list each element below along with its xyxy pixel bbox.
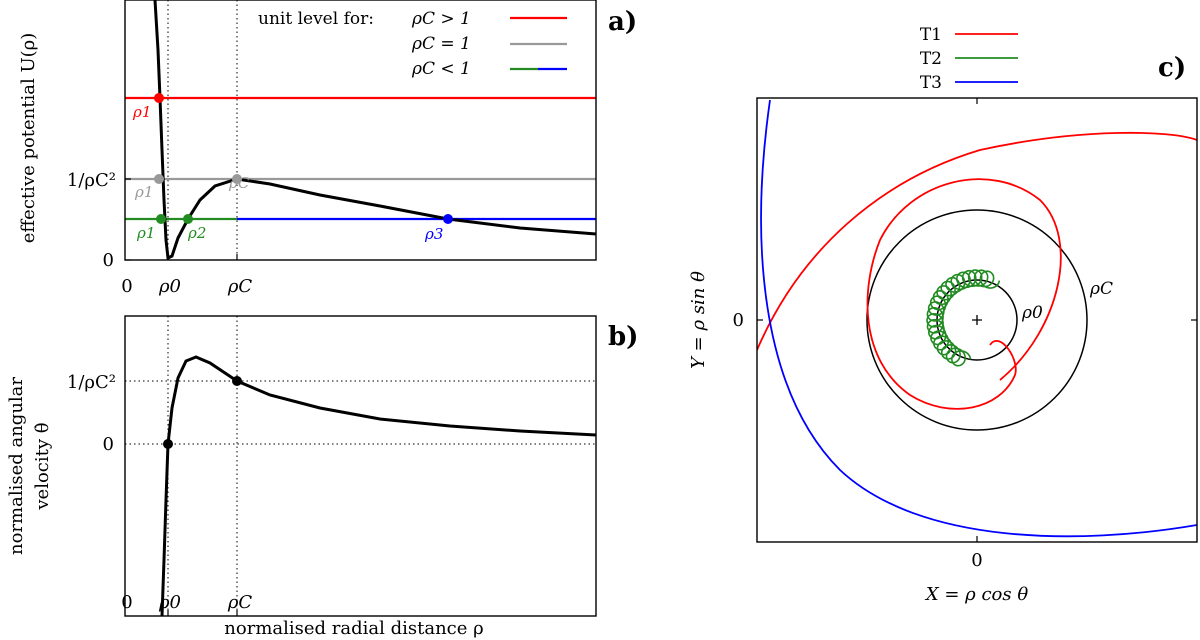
panel-label-a: a) bbox=[608, 7, 637, 37]
b-ytick-0: 0 bbox=[103, 434, 114, 455]
trajectory-t3 bbox=[760, 99, 1197, 538]
label-gray-rho1: ρ1 bbox=[134, 183, 153, 201]
angular-velocity-curve bbox=[160, 355, 596, 616]
legend-a-title: unit level for: bbox=[258, 9, 374, 29]
a-ytick-1: 1/ρC² bbox=[67, 170, 116, 191]
c-xtick-0: 0 bbox=[971, 550, 982, 571]
panel-c: ρ0 ρC 0 0 X = ρ cos θ Y = ρ sin θ T1 T2 … bbox=[688, 25, 1198, 605]
b-ylabel-line2: velocity θ̇ bbox=[32, 422, 53, 510]
panel-a: ρ1 ρ1 ρC ρ1 ρ2 ρ3 unit level for: ρC > 1… bbox=[18, 0, 637, 297]
label-green-rho1: ρ1 bbox=[136, 224, 155, 242]
c-ytick-0: 0 bbox=[733, 310, 744, 331]
point-green-rho2 bbox=[183, 214, 193, 224]
a-xtick-2: ρC bbox=[227, 276, 253, 297]
trajectory-t1 bbox=[757, 131, 1197, 410]
label-red-rho1: ρ1 bbox=[132, 103, 151, 121]
point-blue-rho3 bbox=[443, 214, 453, 224]
trajectory-t2-path bbox=[926, 269, 1001, 367]
legend-a-entry-1: ρC > 1 bbox=[411, 9, 471, 29]
c-circle-label-rho0: ρ0 bbox=[1021, 303, 1043, 323]
c-ylabel: Y = ρ sin θ bbox=[688, 271, 709, 369]
legend-c-entry-1: T1 bbox=[920, 25, 942, 45]
legend-c: T1 T2 T3 bbox=[920, 25, 1018, 93]
c-xlabel: X = ρ cos θ bbox=[924, 584, 1029, 605]
trajectory-t2 bbox=[926, 269, 1001, 367]
legend-a: unit level for: ρC > 1 ρC = 1 ρC < 1 bbox=[258, 9, 567, 79]
a-ylabel: effective potential U(ρ) bbox=[18, 33, 39, 244]
a-xtick-0: 0 bbox=[121, 276, 132, 297]
b-xtick-2: ρC bbox=[227, 592, 253, 613]
b-xtick-0: 0 bbox=[121, 592, 132, 613]
b-xlabel: normalised radial distance ρ bbox=[224, 618, 483, 639]
a-xtick-1: ρ0 bbox=[158, 276, 181, 297]
point-gray-rhoC bbox=[232, 174, 242, 184]
c-circle-label-rhoC: ρC bbox=[1089, 279, 1113, 299]
legend-a-entry-3: ρC < 1 bbox=[411, 59, 471, 79]
panel-b: 0 1/ρC² 0 ρ0 ρC normalised radial distan… bbox=[6, 315, 638, 639]
b-xtick-1: ρ0 bbox=[158, 592, 181, 613]
legend-a-entry-2: ρC = 1 bbox=[411, 34, 471, 54]
b-ylabel-line1: normalised angular bbox=[6, 377, 27, 555]
axes-frame-a bbox=[124, 0, 597, 261]
label-green-rho2: ρ2 bbox=[187, 224, 206, 242]
point-b-rhoC bbox=[232, 376, 242, 386]
legend-c-entry-3: T3 bbox=[920, 73, 942, 93]
point-green-rho1 bbox=[156, 214, 166, 224]
axes-frame-b bbox=[124, 315, 597, 617]
panel-label-b: b) bbox=[608, 322, 638, 352]
point-gray-rho1 bbox=[154, 174, 164, 184]
a-ytick-0: 0 bbox=[103, 250, 114, 271]
legend-c-entry-2: T2 bbox=[920, 49, 942, 69]
label-blue-rho3: ρ3 bbox=[424, 225, 443, 243]
label-gray-rhoC: ρC bbox=[228, 174, 250, 192]
panel-label-c: c) bbox=[1158, 53, 1186, 83]
point-b-rho0 bbox=[163, 439, 173, 449]
circle-rhoC bbox=[866, 209, 1088, 431]
point-red-rho1 bbox=[154, 93, 164, 103]
b-ytick-1: 1/ρC² bbox=[67, 372, 116, 393]
origin-marker bbox=[972, 315, 982, 325]
